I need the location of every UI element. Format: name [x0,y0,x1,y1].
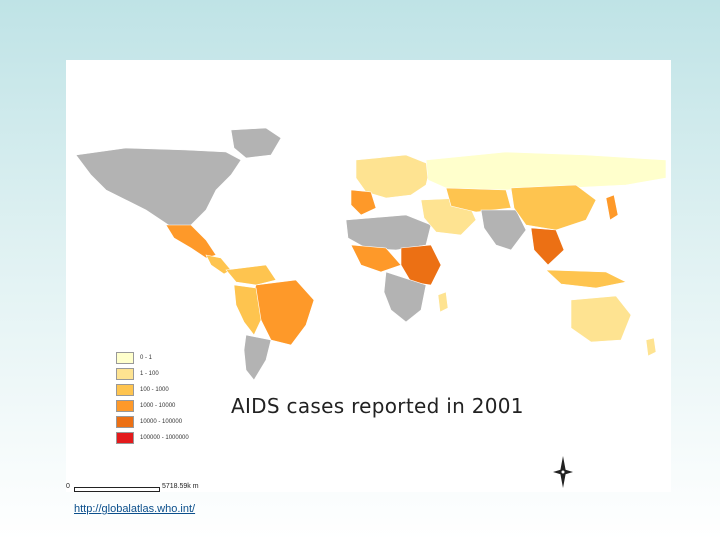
source-link[interactable]: http://globalatlas.who.int/ [74,503,196,515]
world-map [75,127,667,381]
region-new-zealand [645,337,657,357]
legend-swatch [116,400,134,412]
legend-swatch [116,416,134,428]
legend-swatch [116,352,134,364]
legend-label: 0 - 1 [140,355,153,361]
region-southern-africa [383,271,427,323]
region-north-america [75,147,242,231]
region-greenland [230,127,282,159]
region-madagascar [437,291,449,313]
legend-swatch [116,432,134,444]
region-china [510,184,597,231]
region-brazil [250,279,315,346]
legend-row: 0 - 1 [116,350,189,366]
legend-row: 100000 - 1000000 [116,430,189,446]
region-colombia-venezuela [225,264,277,286]
region-mexico [165,224,217,259]
legend-label: 10000 - 100000 [140,419,183,425]
legend-swatch [116,368,134,380]
compass-rose-icon [553,456,573,488]
region-andes [233,284,262,336]
legend-row: 1 - 100 [116,366,189,382]
region-north-africa [345,214,432,251]
region-southern-cone [243,334,272,381]
scale-bar: 0 5718.59k m [66,482,216,492]
region-japan [605,194,619,221]
map-legend: 0 - 1 1 - 100 100 - 1000 1000 - 10000 10… [116,350,189,446]
legend-label: 100000 - 1000000 [140,435,189,441]
region-russia [425,151,667,191]
region-southeast-asia [530,227,565,266]
map-title: AIDS cases reported in 2001 [231,394,524,418]
scale-line [74,487,160,492]
region-indonesia [545,269,627,289]
map-panel: 0 - 1 1 - 100 100 - 1000 1000 - 10000 10… [66,60,671,492]
legend-row: 100 - 1000 [116,382,189,398]
legend-label: 1 - 100 [140,371,159,377]
region-australia [570,295,632,343]
region-east-africa [400,244,442,286]
legend-label: 1000 - 10000 [140,403,176,409]
scale-end-label: 5718.59k m [162,483,199,490]
region-europe [355,154,432,199]
region-western-europe [350,189,377,216]
region-west-africa [350,244,402,273]
region-india [480,209,527,251]
scale-start-label: 0 [66,483,70,490]
legend-row: 10000 - 100000 [116,414,189,430]
legend-label: 100 - 1000 [140,387,169,393]
legend-row: 1000 - 10000 [116,398,189,414]
legend-swatch [116,384,134,396]
